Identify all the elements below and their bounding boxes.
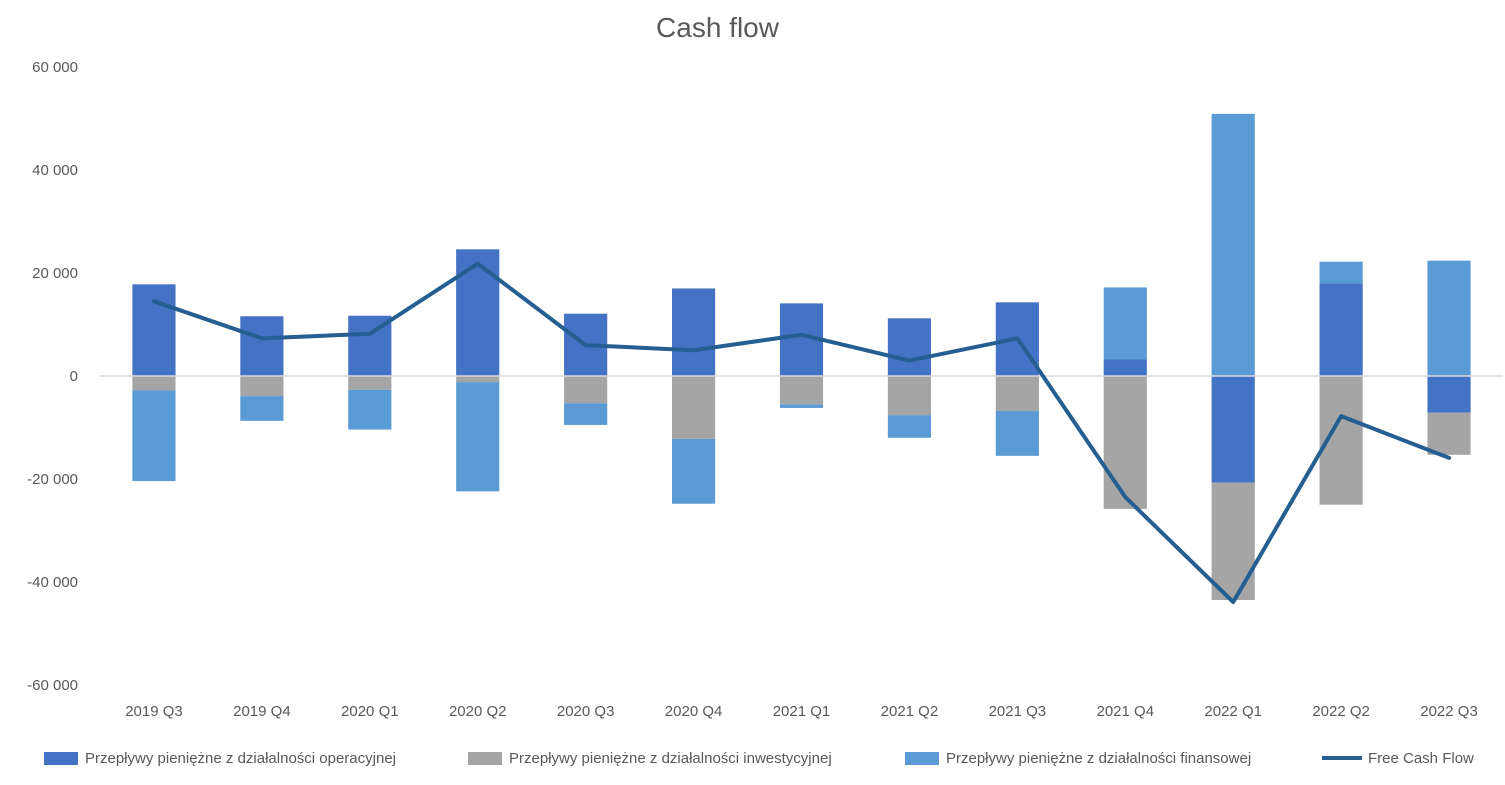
bar-series-2 xyxy=(132,376,176,391)
bar-series-3 xyxy=(348,389,392,430)
x-tick-label: 2020 Q4 xyxy=(665,703,723,720)
y-tick-label: -60 000 xyxy=(27,677,78,694)
bar-series-1 xyxy=(1427,376,1471,413)
bar-series-2 xyxy=(564,376,608,404)
legend-swatch xyxy=(44,751,78,765)
free-cash-flow-line xyxy=(151,261,1452,605)
x-tick-label: 2021 Q2 xyxy=(881,703,939,720)
bar-series-1 xyxy=(1103,359,1147,376)
bar-series-3 xyxy=(456,382,500,492)
y-axis-ticks: 60 000 40 000 20 000 0 -20 000 -40 000 -60 000 xyxy=(27,59,78,694)
x-tick-label: 2020 Q3 xyxy=(557,703,615,720)
legend-label: Przepływy pieniężne z działalności inwes… xyxy=(509,749,832,767)
bar-series-3 xyxy=(995,411,1039,456)
x-tick-label: 2019 Q4 xyxy=(233,703,291,720)
legend-label: Przepływy pieniężne z działalności finan… xyxy=(946,749,1252,767)
y-tick-label: -20 000 xyxy=(27,471,78,488)
bar-series-3 xyxy=(779,404,824,408)
y-tick-label: 20 000 xyxy=(32,265,78,282)
bar-series-2 xyxy=(779,376,824,405)
bar-series-2 xyxy=(887,376,932,416)
x-tick-label: 2022 Q2 xyxy=(1312,703,1370,720)
bar-series-3 xyxy=(132,390,176,482)
bar-series-3 xyxy=(1319,261,1363,284)
chart-plot: 60 000 40 000 20 000 0 -20 000 -40 000 -60 000… xyxy=(27,59,1503,720)
bar-series-2 xyxy=(995,376,1039,412)
legend-item-1: Przepływy pieniężne z działalności opera… xyxy=(44,745,396,771)
bar-series-3 xyxy=(887,415,932,438)
bar-series-3 xyxy=(240,396,284,421)
x-tick-label: 2019 Q3 xyxy=(125,703,183,720)
bar-series-3 xyxy=(1103,287,1147,360)
legend-item-2: Przepływy pieniężne z działalności inwes… xyxy=(468,745,832,771)
legend-label: Przepływy pieniężne z działalności opera… xyxy=(85,749,396,767)
legend-swatch xyxy=(1322,756,1362,760)
free-cash-flow-polyline xyxy=(151,261,1452,605)
y-tick-label: 0 xyxy=(70,368,78,385)
bar-series-1 xyxy=(1319,283,1363,376)
x-tick-label: 2021 Q1 xyxy=(773,703,831,720)
legend-item-4: Free Cash Flow xyxy=(1322,745,1474,771)
bar-series-1 xyxy=(132,284,176,376)
x-axis-ticks: 2019 Q3 2019 Q4 2020 Q1 2020 Q2 2020 Q3 2020 … xyxy=(125,703,1478,720)
x-tick-label: 2020 Q2 xyxy=(449,703,507,720)
chart-title: Cash flow xyxy=(656,12,779,43)
bar-series-2 xyxy=(1211,482,1255,601)
bar-series-3 xyxy=(671,438,716,504)
bar-series-2 xyxy=(240,376,284,397)
bar-series-2 xyxy=(1103,376,1147,509)
y-tick-label: 60 000 xyxy=(32,59,78,76)
bar-series-2 xyxy=(1427,412,1471,455)
bar-series-3 xyxy=(564,403,608,425)
bar-series-1 xyxy=(456,249,500,376)
legend: Przepływy pieniężne z działalności opera… xyxy=(0,745,1505,771)
x-tick-label: 2021 Q4 xyxy=(1096,703,1154,720)
legend-item-3: Przepływy pieniężne z działalności finan… xyxy=(905,745,1251,771)
bar-series-2 xyxy=(348,376,392,390)
x-tick-label: 2022 Q3 xyxy=(1420,703,1478,720)
bars xyxy=(132,113,1471,601)
bar-series-1 xyxy=(240,316,284,376)
y-tick-label: 40 000 xyxy=(32,162,78,179)
y-tick-label: -40 000 xyxy=(27,574,78,591)
legend-swatch xyxy=(905,751,939,765)
legend-label: Free Cash Flow xyxy=(1368,749,1474,767)
bar-series-2 xyxy=(671,376,716,439)
bar-series-1 xyxy=(887,318,932,376)
bar-series-2 xyxy=(456,376,500,383)
bar-series-1 xyxy=(671,288,716,376)
x-tick-label: 2020 Q1 xyxy=(341,703,399,720)
bar-series-3 xyxy=(1211,113,1255,377)
legend-swatch xyxy=(468,751,502,765)
bar-series-3 xyxy=(1427,260,1471,376)
x-tick-label: 2022 Q1 xyxy=(1204,703,1262,720)
bar-series-1 xyxy=(1211,376,1255,483)
x-tick-label: 2021 Q3 xyxy=(989,703,1047,720)
